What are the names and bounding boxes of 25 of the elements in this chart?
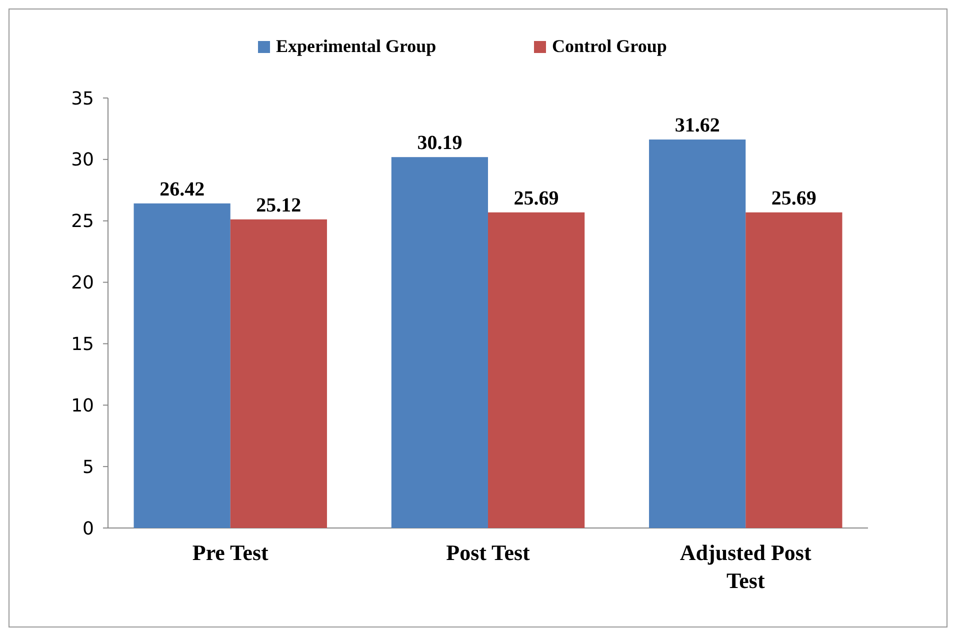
bar bbox=[649, 140, 746, 528]
x-tick-label: Post Test bbox=[446, 540, 531, 565]
bar bbox=[230, 219, 327, 528]
y-tick-label: 25 bbox=[71, 211, 94, 232]
bar bbox=[488, 212, 585, 528]
bar bbox=[746, 212, 842, 528]
y-tick-label: 35 bbox=[71, 88, 94, 110]
x-tick-label: Pre Test bbox=[192, 540, 270, 565]
data-label: 30.19 bbox=[417, 132, 462, 154]
y-tick-label: 10 bbox=[71, 395, 94, 416]
y-tick-label: 20 bbox=[71, 272, 94, 294]
legend-label: Control Group bbox=[552, 36, 667, 56]
x-tick-label: Adjusted Post Test bbox=[680, 540, 812, 593]
bar bbox=[391, 157, 488, 528]
y-tick-label: 5 bbox=[82, 456, 94, 478]
data-label: 25.69 bbox=[771, 187, 816, 210]
bar bbox=[134, 203, 230, 528]
legend-label: Experimental Group bbox=[276, 36, 436, 56]
y-tick-label: 30 bbox=[71, 150, 94, 171]
data-label: 31.62 bbox=[674, 114, 720, 137]
data-label: 25.12 bbox=[256, 194, 302, 216]
y-tick-label: 0 bbox=[82, 518, 94, 540]
y-tick-label: 15 bbox=[71, 334, 94, 356]
data-label: 26.42 bbox=[160, 178, 205, 200]
data-label: 25.69 bbox=[514, 187, 559, 210]
